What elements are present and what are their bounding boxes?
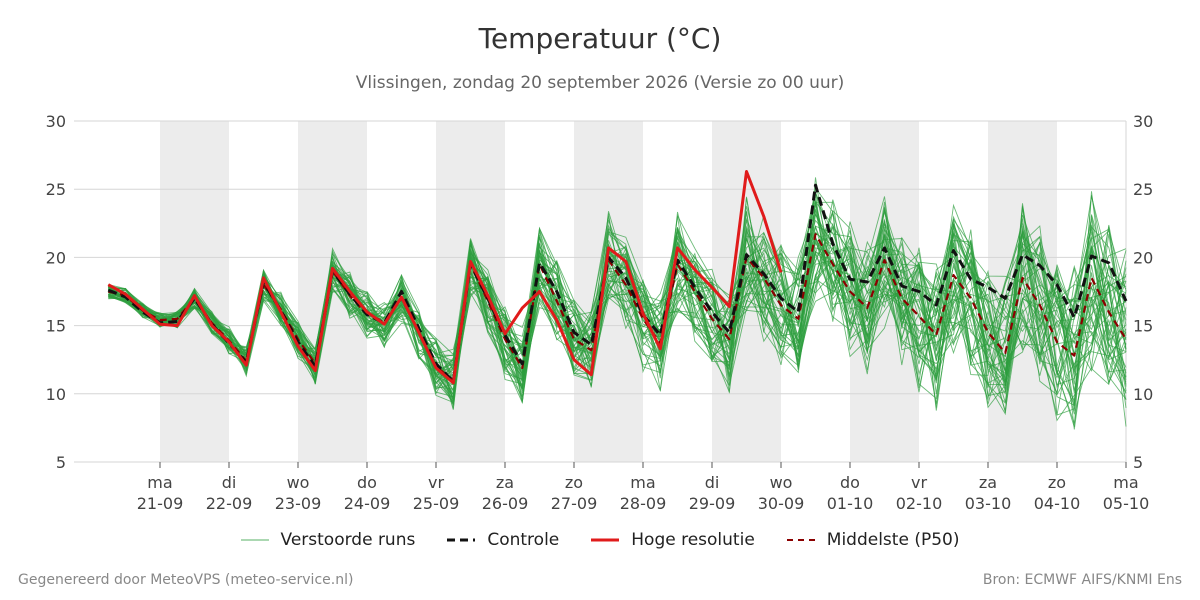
footer-source: Bron: ECMWF AIFS/KNMI Ens bbox=[982, 572, 1182, 588]
legend-label-middelste: Middelste (P50) bbox=[826, 530, 960, 550]
x-tick-label-date: 30-09 bbox=[758, 494, 805, 513]
ensemble-member-line bbox=[108, 209, 1127, 408]
x-tick-label-day: vr bbox=[428, 473, 444, 492]
x-tick-label-day: di bbox=[222, 473, 237, 492]
x-tick-label-day: ma bbox=[1113, 473, 1138, 492]
x-tick-label-date: 04-10 bbox=[1034, 494, 1081, 513]
ensemble-member-line bbox=[108, 191, 1127, 428]
legend-item-hoge-resolutie: Hoge resolutie bbox=[591, 530, 755, 550]
legend-swatch-middelste bbox=[786, 539, 815, 541]
x-tick-label-day: za bbox=[496, 473, 514, 492]
x-tick-label-date: 02-10 bbox=[896, 494, 943, 513]
y-tick-label-left: 15 bbox=[46, 317, 66, 336]
y-tick-label-left: 20 bbox=[46, 248, 66, 267]
y-tick-label-right: 5 bbox=[1133, 453, 1143, 472]
x-tick-label-date: 22-09 bbox=[206, 494, 253, 513]
legend-swatch-verstoorde-runs bbox=[240, 539, 269, 541]
x-tick-label-day: za bbox=[979, 473, 997, 492]
legend-swatch-hoge-resolutie bbox=[591, 538, 620, 542]
x-tick-label-date: 27-09 bbox=[551, 494, 598, 513]
x-tick-label-date: 26-09 bbox=[482, 494, 529, 513]
x-tick-label-day: ma bbox=[147, 473, 172, 492]
legend-label-verstoorde-runs: Verstoorde runs bbox=[280, 530, 416, 550]
legend-item-verstoorde-runs: Verstoorde runs bbox=[240, 530, 416, 550]
legend-label-controle: Controle bbox=[487, 530, 560, 550]
legend-swatch-controle bbox=[447, 538, 476, 542]
chart-subtitle: Vlissingen, zondag 20 september 2026 (Ve… bbox=[355, 73, 845, 93]
x-tick-label-date: 29-09 bbox=[689, 494, 736, 513]
x-tick-label-day: do bbox=[840, 473, 860, 492]
y-tick-label-left: 25 bbox=[46, 180, 66, 199]
y-tick-label-right: 10 bbox=[1133, 385, 1153, 404]
chart-title: Temperatuur (°C) bbox=[478, 22, 722, 55]
legend-item-middelste: Middelste (P50) bbox=[786, 530, 960, 550]
legend-item-controle: Controle bbox=[447, 530, 559, 550]
x-tick-label-day: di bbox=[705, 473, 720, 492]
x-tick-label-day: vr bbox=[911, 473, 927, 492]
chart-legend: Verstoorde runs Controle Hoge resolutie … bbox=[0, 530, 1200, 550]
x-tick-label-date: 25-09 bbox=[413, 494, 460, 513]
ensemble-member-line bbox=[108, 207, 1127, 409]
x-tick-label-day: ma bbox=[630, 473, 655, 492]
x-tick-label-day: zo bbox=[1048, 473, 1066, 492]
x-tick-label-day: wo bbox=[770, 473, 793, 492]
x-tick-label-date: 03-10 bbox=[965, 494, 1012, 513]
y-tick-label-left: 5 bbox=[56, 453, 66, 472]
footer-generated-by: Gegenereerd door MeteoVPS (meteo-service… bbox=[18, 572, 354, 588]
x-tick-label-day: zo bbox=[565, 473, 583, 492]
x-tick-label-date: 05-10 bbox=[1103, 494, 1150, 513]
y-tick-label-right: 15 bbox=[1133, 317, 1153, 336]
legend-label-hoge-resolutie: Hoge resolutie bbox=[631, 530, 755, 550]
x-tick-label-date: 23-09 bbox=[275, 494, 322, 513]
x-tick-label-day: wo bbox=[287, 473, 310, 492]
y-tick-label-left: 30 bbox=[46, 112, 66, 131]
series-line-hoge-resolutie bbox=[107, 170, 783, 385]
y-tick-label-right: 20 bbox=[1133, 248, 1153, 267]
y-tick-label-right: 30 bbox=[1133, 112, 1153, 131]
x-tick-label-date: 21-09 bbox=[137, 494, 184, 513]
temperature-chart: 5 5 10 10 15 15 20 20 25 25 30 30 ma 21-09 di 22-09 wo 23… bbox=[46, 112, 1154, 513]
x-tick-label-day: do bbox=[357, 473, 377, 492]
y-tick-label-right: 25 bbox=[1133, 180, 1153, 199]
x-tick-label-date: 24-09 bbox=[344, 494, 391, 513]
y-tick-label-left: 10 bbox=[46, 385, 66, 404]
x-tick-label-date: 01-10 bbox=[827, 494, 874, 513]
x-tick-label-date: 28-09 bbox=[620, 494, 667, 513]
